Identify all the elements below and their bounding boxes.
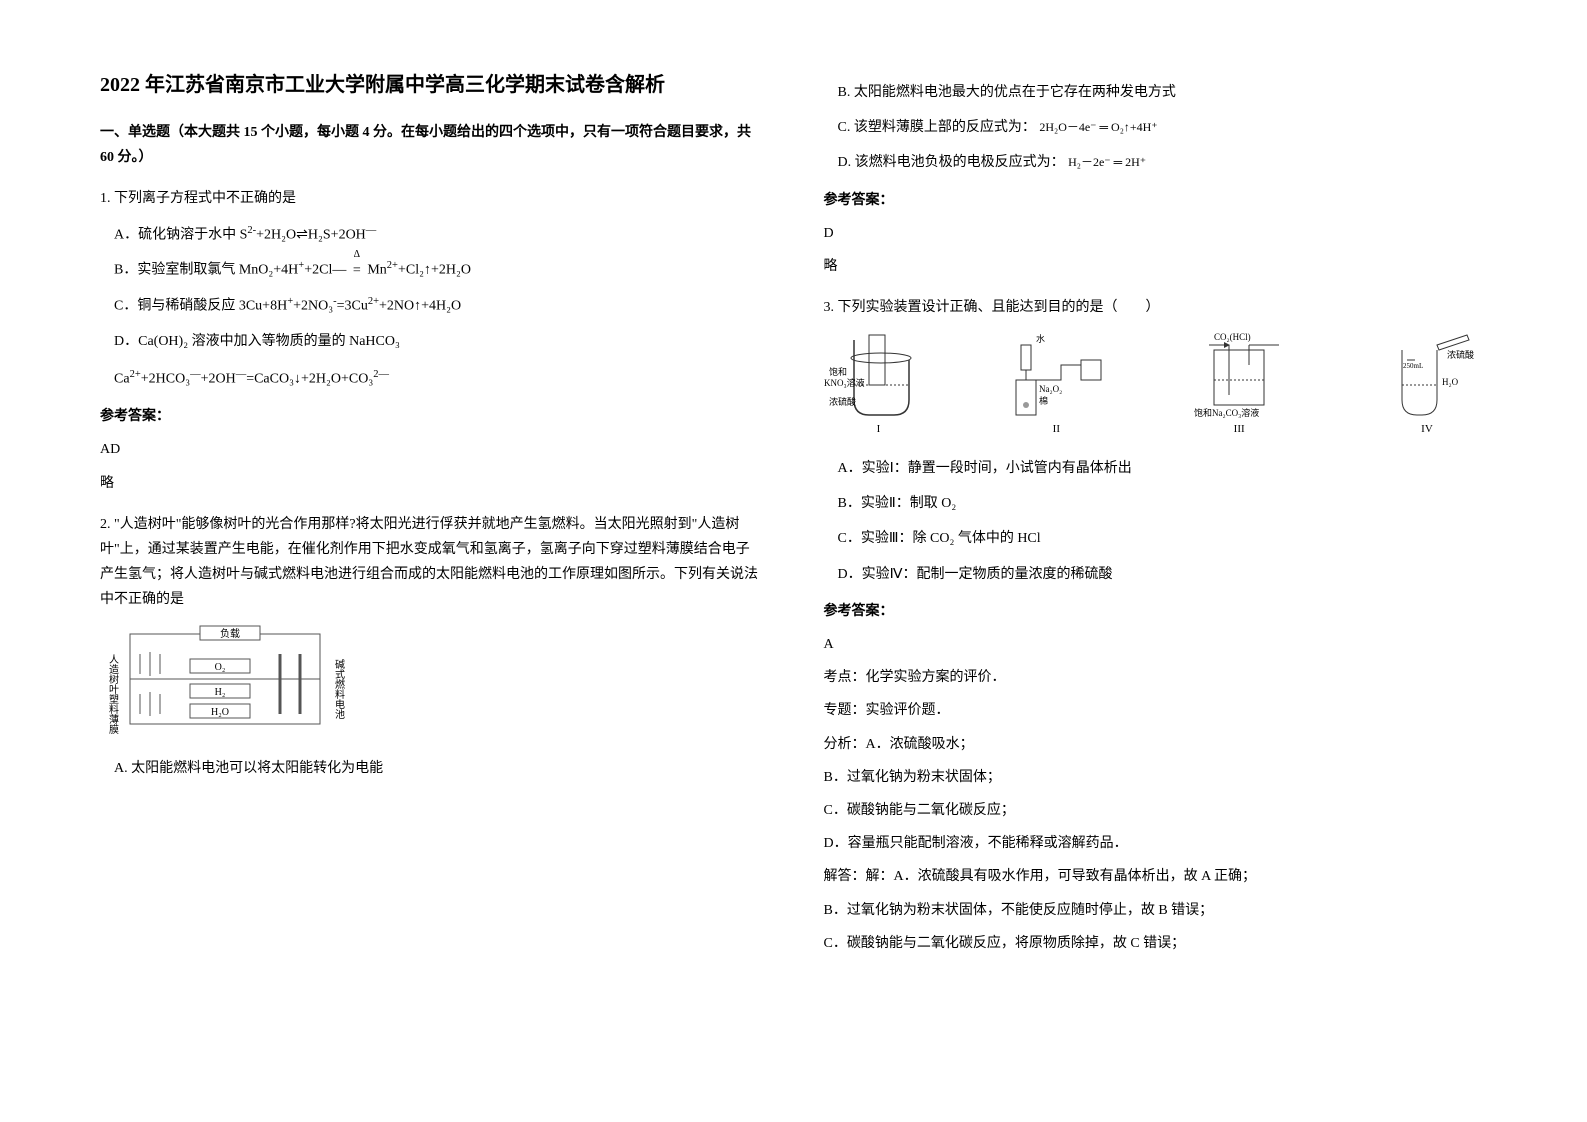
q1d-sup2: — [190, 369, 201, 380]
q1-option-a: A．硫化钠溶于水中 S2-+2H₂O⇌H₂S+2OH— [100, 222, 764, 248]
d3-label: III [1234, 420, 1245, 440]
q1a-sup2: — [366, 225, 377, 236]
q1a-prefix: A．硫化钠溶于水中 S [114, 227, 247, 242]
q1a-end: H₂S+2OH [308, 227, 366, 242]
diagram-I: 饱和 KNO₃溶液 浓硫酸 I [824, 330, 934, 440]
q3-fxc: C．碳酸钠能与二氧化碳反应； [824, 798, 1488, 823]
q3-option-c: C．实验Ⅲ：除 CO₂ 气体中的 HCl [824, 526, 1488, 551]
q2d-prefix: D. 该燃料电池负极的电极反应式为： [838, 155, 1069, 170]
q1b-tail: +Cl₂↑+2H₂O [398, 263, 471, 278]
q3-fx: 分析：A．浓硫酸吸水； [824, 732, 1488, 757]
d1-label: I [877, 420, 881, 440]
q3-stem: 3. 下列实验装置设计正确、且能达到目的的是（ ） [824, 295, 1488, 320]
q1d-d: =CaCO₃↓+2H₂O+CO₃ [246, 372, 373, 387]
q3-option-d: D．实验Ⅳ：配制一定物质的量浓度的稀硫酸 [824, 562, 1488, 587]
q1d-c: +2OH [201, 372, 236, 387]
q3-jda: 解答：解：A．浓硫酸具有吸水作用，可导致有晶体析出，故 A 正确； [824, 864, 1488, 889]
q3-option-a: A．实验Ⅰ：静置一段时间，小试管内有晶体析出 [824, 456, 1488, 481]
q3-jdc: C．碳酸钠能与二氧化碳反应，将原物质除掉，故 C 错误； [824, 931, 1488, 956]
section-header: 一、单选题（本大题共 15 个小题，每小题 4 分。在每小题给出的四个选项中，只… [100, 120, 764, 170]
q1b-prefix: B．实验室制取氯气 MnO₂+4H [114, 263, 298, 278]
q3-answer-label: 参考答案： [824, 599, 1488, 624]
q3-option-b: B．实验Ⅱ：制取 O₂ [824, 491, 1488, 516]
o2-label: O₂ [215, 662, 226, 673]
q1-option-b: B．实验室制取氯气 MnO₂+4H++2Cl— Δ= Mn2++Cl₂↑+2H₂… [100, 257, 764, 283]
q1d-b: +2HCO₃ [141, 372, 190, 387]
q1d-sup3: — [236, 369, 247, 380]
q1-answer-label: 参考答案： [100, 404, 764, 429]
d2-t1: 水 [1036, 333, 1045, 344]
q3-diagrams: 饱和 KNO₃溶液 浓硫酸 I 水 Na₂O₂ 棉 II [824, 330, 1488, 440]
d3-t2: 饱和Na₂CO₃溶液 [1194, 407, 1259, 418]
q3-fxb: B．过氧化钠为粉末状固体； [824, 765, 1488, 790]
svg-text:250mL: 250mL [1403, 362, 1423, 370]
q1d-sup4: 2— [373, 369, 389, 380]
h2o-label: H₂O [211, 707, 229, 718]
q2c-eq: 2H₂O－4e⁻ ═ O₂↑+4H⁺ [1039, 120, 1157, 134]
left-column: 2022 年江苏省南京市工业大学附属中学高三化学期末试卷含解析 一、单选题（本大… [100, 70, 764, 956]
right-label: 碱式燃料电池 [333, 659, 345, 719]
q1b-end: Mn [364, 263, 387, 278]
q3-answer: A [824, 632, 1488, 657]
q1a-mid: +2H₂O [256, 227, 296, 242]
q1-option-c: C．铜与稀硝酸反应 3Cu+8H++2NO₃-=3Cu2++2NO↑+4H₂O [100, 293, 764, 319]
q2-note: 略 [824, 254, 1488, 279]
d2-label: II [1053, 420, 1060, 440]
q1b-delta: Δ [350, 246, 364, 264]
q2c-prefix: C. 该塑料薄膜上部的反应式为： [838, 120, 1040, 135]
q2-answer-label: 参考答案： [824, 188, 1488, 213]
q1a-sup1: 2- [247, 225, 256, 236]
q3-jdb: B．过氧化钠为粉末状固体，不能使反应随时停止，故 B 错误； [824, 898, 1488, 923]
q1d-line1: D．Ca(OH)₂ 溶液中加入等物质的量的 NaHCO₃ [114, 329, 764, 354]
q1c-sup3: 2+ [368, 296, 379, 307]
q1b-sup2: 2+ [387, 260, 398, 271]
d2-t2: Na₂O₂ [1039, 384, 1062, 394]
diagram-IV: 浓硫酸 H₂O 250mL IV [1367, 330, 1487, 440]
q3-fxd: D．容量瓶只能配制溶液，不能稀释或溶解药品． [824, 831, 1488, 856]
q1d-sup1: 2+ [130, 369, 141, 380]
q1-answer: AD [100, 437, 764, 462]
q3-kp: 考点：化学实验方案的评价． [824, 665, 1488, 690]
right-column: B. 太阳能燃料电池最大的优点在于它存在两种发电方式 C. 该塑料薄膜上部的反应… [824, 70, 1488, 956]
q1-stem: 1. 下列离子方程式中不正确的是 [100, 186, 764, 211]
d4-t1: 浓硫酸 [1447, 349, 1474, 360]
d3-t1: CO₂(HCl) [1214, 332, 1251, 342]
q2-diagram: 负载 人造树叶 塑料薄膜 碱式燃料电池 O₂ H₂ H₂O [100, 624, 764, 743]
q3-zt: 专题：实验评价题． [824, 698, 1488, 723]
load-label: 负载 [220, 627, 240, 640]
d4-label: IV [1421, 420, 1433, 440]
q1-option-d: D．Ca(OH)₂ 溶液中加入等物质的量的 NaHCO₃ Ca2++2HCO₃—… [100, 329, 764, 392]
q1c-eq: =3Cu [337, 299, 368, 314]
membrane-label: 塑料薄膜 [107, 694, 119, 734]
q2-answer: D [824, 221, 1488, 246]
q2-option-b: B. 太阳能燃料电池最大的优点在于它存在两种发电方式 [824, 80, 1488, 105]
d2-t3: 棉 [1039, 395, 1048, 406]
d1-t1: 饱和 [829, 366, 847, 377]
q2d-eq: H₂－2e⁻ ═ 2H⁺ [1068, 155, 1146, 169]
h2-label: H₂ [215, 687, 226, 698]
q1c-tail: +2NO↑+4H₂O [379, 299, 461, 314]
q2-option-a: A. 太阳能燃料电池可以将太阳能转化为电能 [100, 756, 764, 781]
q1-note: 略 [100, 471, 764, 496]
q2-stem: 2. "人造树叶"能够像树叶的光合作用那样?将太阳光进行俘获并就地产生氢燃料。当… [100, 512, 764, 613]
diagram-III: CO₂(HCl) 饱和Na₂CO₃溶液 III [1179, 330, 1299, 440]
leaf-label: 人造树叶 [107, 654, 119, 695]
d4-t2: H₂O [1442, 377, 1459, 387]
q1a-arrow: ⇌ [296, 227, 308, 242]
q1c-prefix: C．铜与稀硝酸反应 3Cu+8H [114, 299, 287, 314]
page-title: 2022 年江苏省南京市工业大学附属中学高三化学期末试卷含解析 [100, 70, 764, 100]
q1b-mid: +2Cl— [304, 263, 350, 278]
q2-option-d: D. 该燃料电池负极的电极反应式为： H₂－2e⁻ ═ 2H⁺ [824, 150, 1488, 175]
d1-t3: 浓硫酸 [829, 396, 856, 407]
q1b-eq: = [353, 263, 361, 278]
q2-option-c: C. 该塑料薄膜上部的反应式为： 2H₂O－4e⁻ ═ O₂↑+4H⁺ [824, 115, 1488, 140]
q1d-a: Ca [114, 372, 130, 387]
diagram-II: 水 Na₂O₂ 棉 II [1001, 330, 1111, 440]
d1-t2: KNO₃溶液 [824, 377, 865, 388]
q1c-mid: +2NO₃ [293, 299, 333, 314]
